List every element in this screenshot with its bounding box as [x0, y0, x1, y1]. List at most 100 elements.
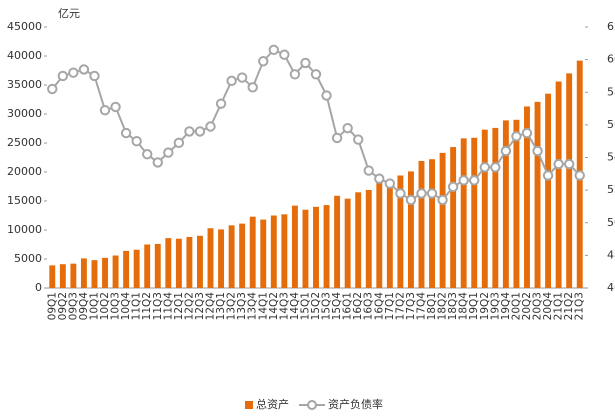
bar	[175, 238, 182, 288]
line-marker	[99, 104, 111, 116]
bar	[555, 81, 562, 289]
x-tick-label: 09Q4	[78, 292, 90, 321]
x-tick-label: 16Q2	[352, 292, 364, 320]
bar	[239, 223, 246, 288]
bar	[270, 215, 277, 288]
line-marker	[110, 101, 121, 113]
x-tick-label: 12Q3	[194, 292, 206, 320]
x-tick-label: 18Q3	[447, 292, 459, 320]
x-tick-label: 18Q2	[437, 292, 449, 320]
line-marker	[405, 194, 417, 206]
line-marker	[215, 98, 227, 109]
bar	[334, 195, 341, 288]
x-tick-label: 14Q2	[268, 292, 280, 320]
x-tick-label: 20Q3	[532, 292, 544, 320]
y-tick-label: 20000	[7, 165, 42, 178]
bar	[49, 265, 56, 288]
line-marker	[279, 49, 290, 60]
line-marker	[57, 70, 69, 82]
x-tick-label: 17Q3	[405, 292, 417, 320]
y2-tick-label: 60%	[607, 53, 615, 66]
bar	[513, 119, 520, 288]
y-tick-label: 40000	[7, 49, 42, 62]
bar	[249, 216, 256, 288]
x-tick-label: 09Q1	[46, 292, 58, 320]
x-tick-label: 11Q3	[152, 292, 164, 320]
y-tick-label: 35000	[7, 78, 42, 91]
bar	[502, 120, 509, 288]
bar	[524, 106, 530, 289]
line-marker	[469, 175, 480, 186]
line-marker	[120, 127, 132, 139]
x-tick-label: 16Q3	[363, 292, 375, 320]
bar	[376, 179, 383, 288]
line-marker	[258, 56, 269, 67]
line-marker	[384, 178, 396, 189]
line-marker	[490, 162, 501, 173]
legend-label: 总资产	[256, 397, 289, 411]
line-marker	[542, 170, 554, 181]
x-tick-label: 21Q3	[574, 292, 586, 320]
y2-tick-label: 50%	[607, 216, 615, 229]
line-marker	[321, 90, 332, 101]
bar	[165, 238, 172, 288]
line-marker	[447, 181, 459, 193]
line-marker	[300, 57, 311, 69]
y2-tick-label: 56%	[607, 118, 615, 131]
y2-tick-label: 54%	[607, 151, 615, 164]
x-tick-label: 13Q1	[215, 292, 227, 320]
y-tick-label: 45000	[7, 20, 42, 33]
bar	[566, 73, 573, 289]
x-tick-label: 11Q2	[141, 292, 153, 320]
bar	[460, 138, 467, 288]
bar	[197, 235, 203, 288]
bar	[429, 159, 435, 288]
x-tick-label: 11Q4	[162, 292, 174, 321]
y-tick-label: 25000	[7, 136, 42, 149]
x-tick-label: 16Q1	[342, 292, 354, 320]
bar	[323, 205, 330, 288]
line-marker	[226, 75, 237, 87]
line-marker	[374, 173, 385, 184]
x-tick-label: 11Q1	[131, 292, 143, 320]
line-marker	[416, 188, 427, 199]
legend-label: 资产负债率	[328, 397, 383, 411]
bar	[418, 160, 425, 288]
y-tick-label: 0	[35, 281, 42, 294]
x-tick-label: 17Q1	[384, 292, 396, 320]
x-tick-label: 19Q4	[500, 292, 512, 321]
bar	[133, 249, 140, 288]
bar	[218, 229, 225, 288]
x-tick-label: 19Q2	[479, 292, 491, 320]
x-tick-label: 10Q3	[110, 292, 122, 320]
line-marker	[184, 126, 195, 137]
line-marker	[268, 44, 280, 56]
line-marker	[205, 121, 216, 132]
legend-swatch	[245, 401, 253, 409]
x-tick-label: 10Q4	[120, 292, 132, 321]
legend-swatch	[307, 400, 317, 410]
x-tick-label: 21Q1	[553, 292, 565, 320]
x-tick-label: 20Q4	[542, 292, 554, 321]
bar	[471, 137, 478, 288]
bar	[70, 263, 77, 288]
line-marker	[500, 145, 512, 157]
line-marker	[310, 69, 322, 80]
bar	[154, 243, 161, 288]
x-tick-label: 14Q4	[289, 292, 301, 321]
x-tick-label: 10Q2	[99, 292, 111, 320]
x-tick-label: 19Q1	[468, 292, 480, 320]
y2-tick-label: 46%	[607, 281, 615, 294]
x-tick-label: 18Q1	[426, 292, 438, 320]
line-marker	[574, 170, 585, 181]
line-marker	[521, 127, 533, 139]
line-marker	[289, 69, 301, 80]
line-marker	[163, 147, 174, 158]
line-marker	[152, 157, 163, 168]
line-marker	[236, 72, 248, 83]
y2-tick-label: 52%	[607, 183, 615, 196]
y2-tick-label: 58%	[607, 85, 615, 98]
x-tick-label: 09Q3	[67, 292, 79, 320]
x-tick-label: 13Q4	[247, 292, 259, 321]
